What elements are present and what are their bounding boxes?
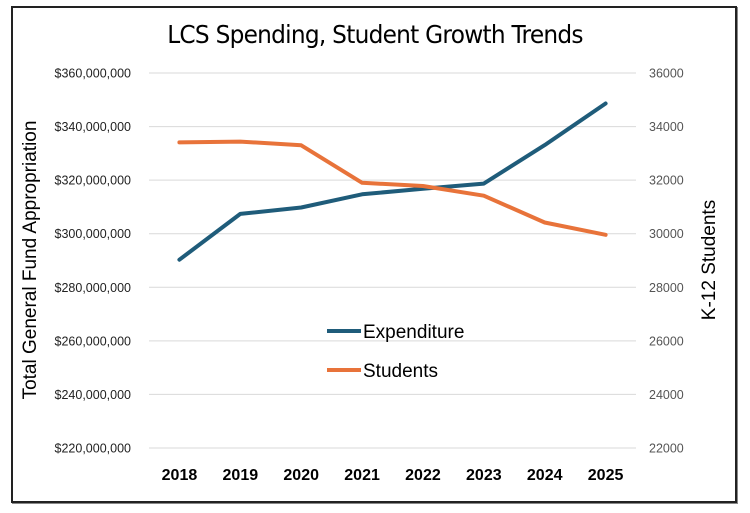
right-tick-label: 32000: [649, 174, 684, 188]
left-tick-label: $340,000,000: [55, 120, 132, 134]
gridlines: [149, 72, 636, 449]
left-axis-title: Total General Fund Appropriation: [20, 121, 41, 400]
right-axis-title: K-12 Students: [699, 200, 720, 320]
right-tick-label: 30000: [649, 227, 684, 241]
right-tick-label: 28000: [649, 281, 684, 295]
chart-title: LCS Spending, Student Growth Trends: [167, 20, 583, 49]
series-line-students: [177, 139, 608, 237]
legend-label-expenditure: Expenditure: [363, 322, 464, 343]
x-tick-label: 2022: [405, 467, 441, 484]
left-tick-label: $240,000,000: [55, 388, 132, 402]
left-tick-label: $300,000,000: [55, 227, 132, 241]
right-tick-label: 22000: [649, 442, 684, 456]
chart-frame: [11, 6, 737, 503]
left-tick-label: $260,000,000: [55, 334, 132, 348]
right-tick-label: 26000: [649, 334, 684, 348]
x-tick-label: 2020: [283, 467, 319, 484]
x-tick-label: 2024: [527, 467, 563, 484]
series-lines: [177, 101, 608, 262]
x-tick-label: 2023: [466, 467, 502, 484]
left-tick-label: $360,000,000: [55, 67, 132, 81]
right-tick-label: 36000: [649, 67, 684, 81]
x-tick-label: 2018: [162, 467, 198, 484]
left-tick-label: $320,000,000: [55, 174, 132, 188]
right-tick-label: 24000: [649, 388, 684, 402]
x-axis-ticks: 2018 2019 2020 2021 2022 2023 2024 2025: [162, 467, 624, 484]
right-tick-label: 34000: [649, 120, 684, 134]
x-tick-label: 2019: [223, 467, 259, 484]
left-tick-label: $280,000,000: [55, 281, 132, 295]
left-tick-label: $220,000,000: [55, 442, 132, 456]
right-axis-ticks: 22000 24000 26000 28000 30000 32000 34000 36000: [649, 67, 684, 456]
legend-label-students: Students: [363, 361, 438, 382]
x-tick-label: 2021: [344, 467, 380, 484]
series-line-expenditure: [177, 101, 608, 262]
legend: Expenditure Students: [327, 322, 464, 382]
left-axis-ticks: $220,000,000 $240,000,000 $260,000,000 $280…: [55, 67, 132, 456]
x-tick-label: 2025: [588, 467, 624, 484]
